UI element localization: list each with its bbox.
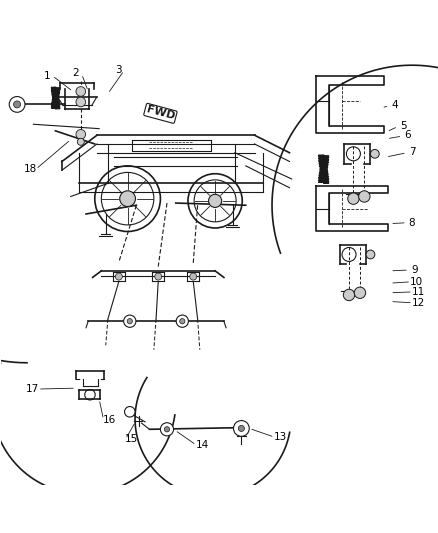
Circle shape [365,250,374,259]
Text: 10: 10 [409,277,422,287]
Text: 8: 8 [408,218,414,228]
Text: 3: 3 [115,64,122,75]
Circle shape [160,423,173,436]
Text: 11: 11 [411,287,424,297]
Circle shape [189,273,196,280]
Circle shape [14,101,21,108]
Circle shape [353,287,365,298]
Text: 6: 6 [403,130,410,140]
Text: 7: 7 [408,147,414,157]
Circle shape [76,130,85,139]
Text: 1: 1 [44,71,51,80]
Text: 18: 18 [24,164,37,174]
Circle shape [9,96,25,112]
Circle shape [124,407,135,417]
Text: 4: 4 [390,100,397,110]
Circle shape [238,425,244,432]
Text: 9: 9 [410,265,417,275]
Text: 13: 13 [273,432,287,442]
Text: 17: 17 [25,384,39,394]
Text: 14: 14 [195,440,208,450]
Circle shape [347,193,358,204]
Circle shape [124,315,136,327]
Circle shape [115,273,122,280]
Circle shape [179,319,184,324]
Circle shape [358,191,369,202]
Circle shape [187,174,242,228]
Circle shape [233,421,249,437]
Circle shape [127,319,132,324]
Text: FWD: FWD [145,105,175,122]
Text: 5: 5 [399,120,406,131]
Circle shape [176,315,188,327]
Circle shape [120,191,135,207]
Text: 15: 15 [124,434,138,445]
Circle shape [95,166,160,231]
Circle shape [164,426,169,432]
Text: 12: 12 [411,298,424,308]
Circle shape [370,149,378,158]
Text: 16: 16 [102,415,116,425]
Circle shape [208,195,221,207]
Circle shape [77,138,84,146]
Circle shape [154,273,161,280]
Text: 2: 2 [72,68,79,78]
Circle shape [76,87,85,96]
Circle shape [343,289,354,301]
Circle shape [76,97,85,107]
